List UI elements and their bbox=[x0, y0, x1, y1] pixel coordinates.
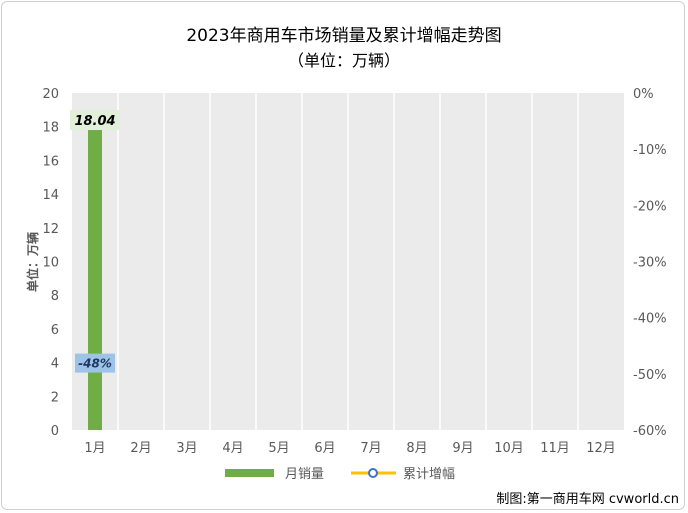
y2-tick-label: -10% bbox=[633, 143, 667, 158]
y-tick-label: 2 bbox=[51, 390, 59, 405]
x-tick-label: 4月 bbox=[222, 441, 243, 456]
y-tick-label: 20 bbox=[42, 87, 59, 102]
legend-swatch-bar bbox=[225, 469, 274, 477]
y-axis-right: 0% -10% -20% -30% -40% -50% -60% bbox=[633, 87, 667, 439]
x-tick-label: 5月 bbox=[268, 441, 289, 456]
bar-label-box bbox=[70, 110, 120, 131]
x-tick-label: 1月 bbox=[84, 441, 105, 456]
chart-title: 2023年商用车市场销量及累计增幅走势图 bbox=[186, 26, 501, 46]
x-tick-label: 12月 bbox=[586, 441, 616, 456]
y2-tick-label: -60% bbox=[633, 424, 667, 439]
y2-tick-label: -30% bbox=[633, 256, 667, 271]
y2-tick-label: -20% bbox=[633, 199, 667, 214]
x-tick-label: 8月 bbox=[406, 441, 427, 456]
y2-tick-label: -40% bbox=[633, 312, 667, 327]
legend-label-line: 累计增幅 bbox=[403, 467, 455, 482]
y-axis-left: 0 2 4 6 8 10 12 14 16 18 20 bbox=[42, 87, 59, 439]
x-tick-label: 3月 bbox=[176, 441, 197, 456]
y-tick-label: 18 bbox=[42, 121, 59, 136]
y-tick-label: 16 bbox=[42, 154, 59, 169]
y-axis-label: 单位：万辆 bbox=[25, 232, 40, 292]
x-tick-label: 6月 bbox=[314, 441, 335, 456]
x-tick-label: 9月 bbox=[452, 441, 473, 456]
line-label-box bbox=[75, 353, 115, 373]
y-tick-label: 14 bbox=[42, 188, 59, 203]
x-axis: 1月 2月 3月 4月 5月 6月 7月 8月 9月 10月 11月 12月 bbox=[84, 441, 615, 456]
bars bbox=[88, 126, 102, 430]
chart-subtitle: （单位：万辆） bbox=[288, 51, 400, 70]
y-tick-label: 10 bbox=[42, 256, 59, 271]
y-tick-label: 4 bbox=[51, 357, 59, 372]
y2-tick-label: 0% bbox=[633, 87, 654, 102]
bar bbox=[88, 126, 102, 430]
x-tick-label: 11月 bbox=[540, 441, 570, 456]
x-tick-label: 10月 bbox=[494, 441, 524, 456]
data-labels: 18.04 -48% bbox=[70, 110, 120, 373]
legend-label-bar: 月销量 bbox=[285, 467, 324, 482]
y-tick-label: 8 bbox=[51, 289, 59, 304]
legend-swatch-marker bbox=[368, 468, 378, 478]
legend: 月销量 累计增幅 bbox=[225, 467, 455, 482]
bar-data-label: 18.04 bbox=[74, 114, 115, 129]
y-tick-label: 6 bbox=[51, 323, 59, 338]
gridlines bbox=[117, 93, 579, 430]
y-tick-label: 12 bbox=[42, 222, 59, 237]
line-data-label: -48% bbox=[78, 357, 112, 371]
x-tick-label: 7月 bbox=[360, 441, 381, 456]
x-tick-label: 2月 bbox=[130, 441, 151, 456]
y2-tick-label: -50% bbox=[633, 368, 667, 383]
y-tick-label: 0 bbox=[51, 424, 59, 439]
credit-text: 制图:第一商用车网 cvworld.cn bbox=[496, 491, 679, 507]
